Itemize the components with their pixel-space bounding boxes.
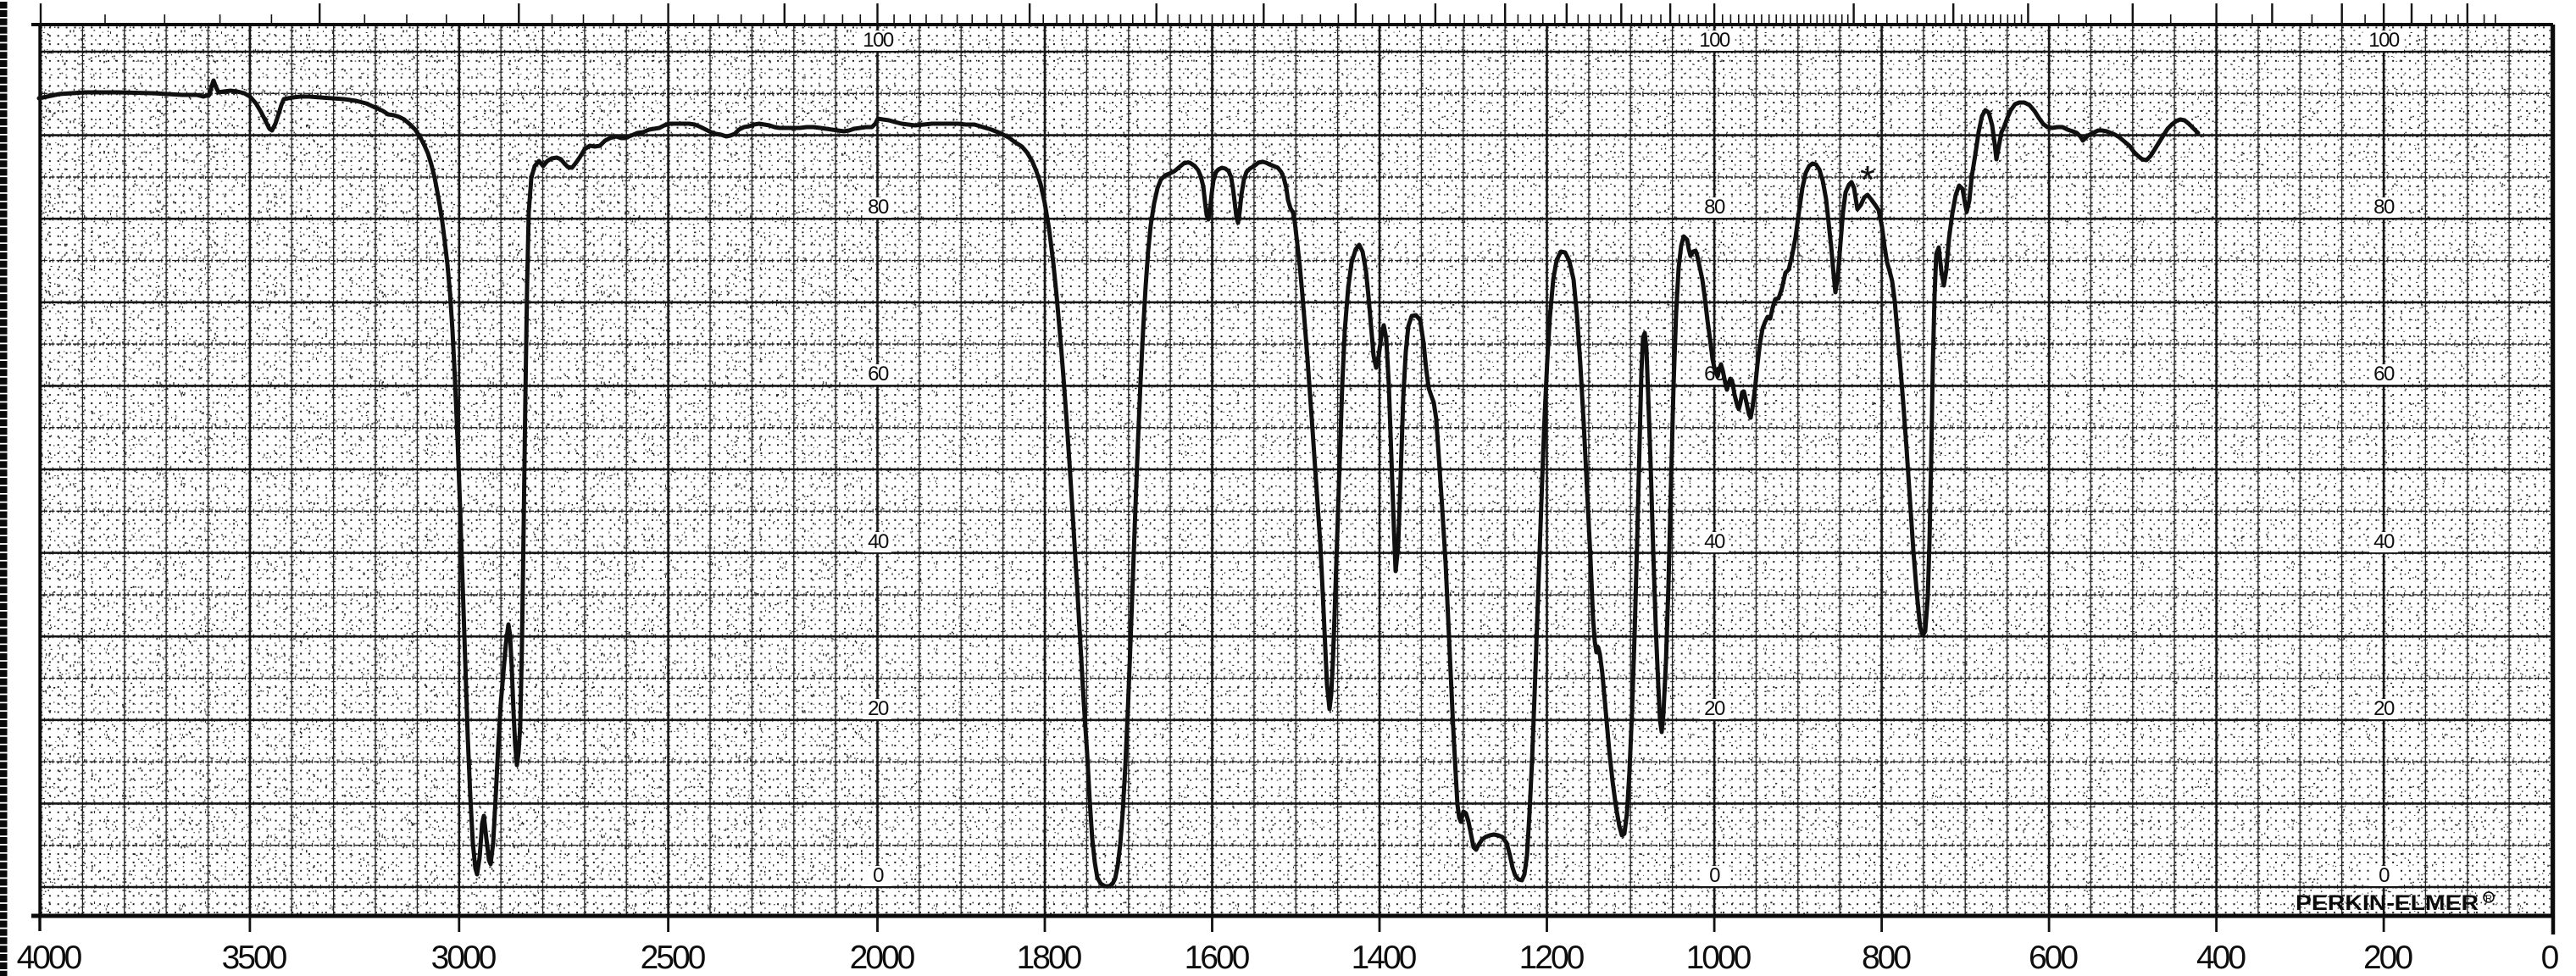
- svg-text:3500: 3500: [222, 940, 287, 976]
- svg-text:PERKIN-ELMER: PERKIN-ELMER: [2296, 891, 2479, 915]
- svg-text:400: 400: [2196, 940, 2246, 976]
- svg-text:40: 40: [1704, 530, 1725, 553]
- svg-text:1000: 1000: [1686, 940, 1752, 976]
- svg-text:R: R: [2485, 894, 2492, 904]
- svg-text:40: 40: [2373, 530, 2395, 553]
- svg-text:20: 20: [868, 697, 889, 720]
- svg-text:20: 20: [1704, 697, 1725, 720]
- svg-text:100: 100: [1699, 29, 1730, 52]
- svg-text:20: 20: [2373, 697, 2395, 720]
- svg-text:1800: 1800: [1017, 940, 1082, 976]
- svg-text:2000: 2000: [850, 940, 915, 976]
- svg-text:200: 200: [2363, 940, 2412, 976]
- svg-text:3000: 3000: [431, 940, 497, 976]
- svg-text:0: 0: [1709, 864, 1720, 887]
- svg-text:80: 80: [1704, 196, 1725, 219]
- svg-text:800: 800: [1862, 940, 1911, 976]
- svg-text:100: 100: [2368, 29, 2400, 52]
- svg-text:2500: 2500: [641, 940, 706, 976]
- svg-text:80: 80: [868, 196, 889, 219]
- svg-text:1200: 1200: [1519, 940, 1585, 976]
- svg-text:600: 600: [2029, 940, 2078, 976]
- svg-text:40: 40: [868, 530, 889, 553]
- svg-text:0: 0: [873, 864, 884, 887]
- svg-text:60: 60: [2373, 363, 2395, 385]
- svg-text:*: *: [1860, 158, 1875, 202]
- svg-text:1600: 1600: [1185, 940, 1250, 976]
- svg-text:80: 80: [2373, 196, 2395, 219]
- svg-text:0: 0: [2541, 940, 2559, 976]
- svg-text:100: 100: [863, 29, 894, 52]
- svg-text:0: 0: [2379, 864, 2390, 887]
- svg-text:1400: 1400: [1352, 940, 1417, 976]
- svg-text:60: 60: [868, 363, 889, 385]
- svg-text:4000: 4000: [17, 940, 82, 976]
